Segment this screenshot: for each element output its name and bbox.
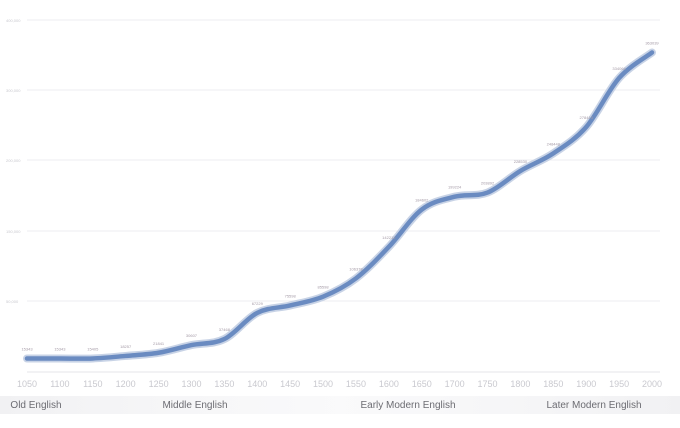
x-tick-label: 1300 — [181, 379, 201, 389]
data-labels: 15343 15343 15405 18257 21841 30607 37468 67229… — [21, 41, 659, 352]
y-tick-label: 400,000 — [6, 18, 21, 23]
data-label: 106378 — [349, 266, 363, 271]
x-tick-label: 1200 — [116, 379, 136, 389]
series-line — [23, 48, 656, 363]
data-label: 363039 — [645, 41, 659, 46]
data-label: 37468 — [219, 327, 231, 332]
series-glow — [23, 48, 656, 363]
data-label: 278413 — [580, 115, 594, 120]
x-tick-label: 1600 — [379, 379, 399, 389]
data-label: 18257 — [120, 344, 132, 349]
data-label: 30607 — [186, 333, 198, 338]
x-tick-label: 1100 — [50, 379, 69, 389]
x-tick-label: 1250 — [149, 379, 169, 389]
era-label: Later Modern English — [546, 400, 641, 411]
x-tick-label: 1950 — [609, 379, 629, 389]
x-tick-label: 1850 — [543, 379, 563, 389]
data-label: 15343 — [21, 346, 33, 351]
x-tick-label: 1650 — [412, 379, 432, 389]
era-label: Old English — [10, 400, 61, 411]
era-label: Middle English — [162, 400, 227, 411]
x-tick-label: 1750 — [478, 379, 498, 389]
data-label: 75598 — [285, 293, 297, 298]
data-label: 184602 — [415, 198, 429, 203]
x-tick-label: 1350 — [214, 379, 234, 389]
x-tick-label: 1700 — [445, 379, 465, 389]
x-tick-label: 1800 — [510, 379, 530, 389]
era-band-background — [0, 396, 680, 414]
x-tick-label: 1450 — [280, 379, 300, 389]
x-tick-label: 1550 — [346, 379, 366, 389]
era-label: Early Modern English — [360, 400, 455, 411]
x-tick-label: 1150 — [83, 379, 102, 389]
series-path — [24, 50, 655, 361]
data-label: 15343 — [54, 346, 66, 351]
x-tick-label: 1500 — [313, 379, 333, 389]
data-label: 85598 — [317, 285, 329, 290]
data-label: 21841 — [153, 341, 165, 346]
data-label: 15405 — [87, 346, 99, 351]
y-axis: 400,000 300,000 200,000 150,000 50,000 — [6, 18, 21, 304]
grid — [27, 19, 660, 373]
x-axis: 1050 1100 1150 1200 1250 1300 1350 1400 1450 1500… — [17, 379, 662, 389]
y-tick-label: 200,000 — [6, 158, 21, 163]
x-tick-label: 1400 — [247, 379, 267, 389]
data-label: 203892 — [481, 181, 495, 186]
era-band: Old English Middle English Early Modern En… — [0, 396, 680, 414]
y-tick-label: 50,000 — [6, 299, 19, 304]
x-tick-label: 1900 — [576, 379, 596, 389]
x-tick-label: 2000 — [642, 379, 662, 389]
data-label: 334064 — [612, 66, 626, 71]
data-label: 248448 — [547, 141, 561, 146]
data-label: 228530 — [514, 159, 528, 164]
data-label: 142212 — [382, 235, 396, 240]
data-label: 67229 — [252, 301, 264, 306]
data-label: 199224 — [448, 185, 462, 190]
y-tick-label: 150,000 — [6, 229, 21, 234]
y-tick-label: 300,000 — [6, 88, 21, 93]
x-tick-label: 1050 — [17, 379, 37, 389]
